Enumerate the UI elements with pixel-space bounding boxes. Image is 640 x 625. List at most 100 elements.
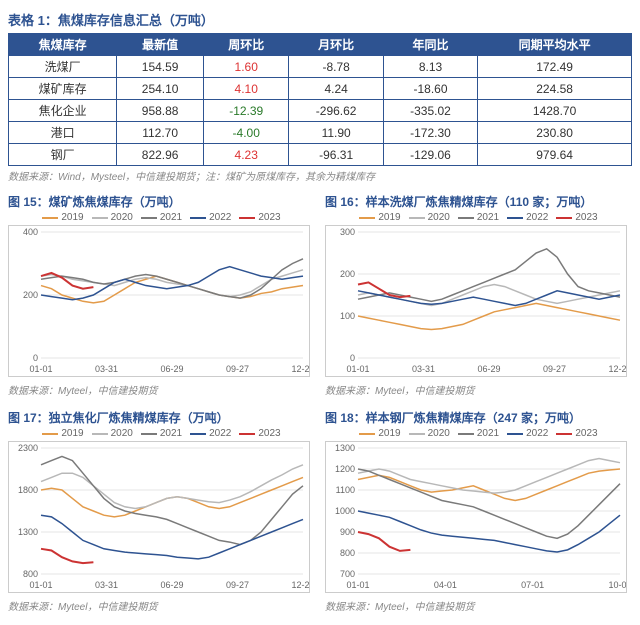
table-cell: -129.06	[383, 144, 477, 166]
legend-item: 2021	[141, 428, 182, 439]
svg-text:1100: 1100	[336, 485, 355, 495]
chart-title: 图 18：样本钢厂炼焦精煤库存（247 家；万吨）	[325, 409, 632, 426]
svg-text:06-29: 06-29	[160, 580, 183, 590]
legend-item: 2021	[141, 212, 182, 223]
chart-legend: 20192020202120222023	[325, 212, 632, 223]
chart-title: 图 15：煤矿炼焦煤库存（万吨）	[8, 193, 315, 210]
svg-text:200: 200	[23, 290, 38, 300]
row-label: 钢厂	[9, 144, 117, 166]
svg-text:03-31: 03-31	[412, 364, 435, 374]
svg-text:800: 800	[340, 548, 355, 558]
svg-text:10-01: 10-01	[608, 580, 627, 590]
table-cell: 4.10	[204, 78, 289, 100]
svg-text:06-29: 06-29	[160, 364, 183, 374]
legend-item: 2023	[556, 428, 597, 439]
table-row: 港口112.70-4.0011.90-172.30230.80	[9, 122, 632, 144]
svg-text:1300: 1300	[335, 443, 355, 453]
svg-text:200: 200	[340, 269, 355, 279]
table-header: 月环比	[289, 34, 383, 56]
table-cell: 224.58	[478, 78, 632, 100]
svg-text:06-29: 06-29	[477, 364, 500, 374]
chart-svg: 800 1300 1800 2300 01-01 03-31 06-29 09-27 12-26	[8, 441, 310, 593]
svg-text:09-27: 09-27	[226, 364, 249, 374]
chart-block: 图 18：样本钢厂炼焦精煤库存（247 家；万吨） 2019 2020 2021 202…	[325, 405, 632, 617]
svg-text:01-01: 01-01	[29, 580, 52, 590]
svg-text:01-01: 01-01	[346, 580, 369, 590]
table-cell: -172.30	[383, 122, 477, 144]
table-cell: 8.13	[383, 56, 477, 78]
legend-item: 2020	[92, 428, 133, 439]
svg-text:2300: 2300	[18, 443, 38, 453]
series-line	[41, 549, 93, 563]
series-line	[358, 469, 620, 538]
chart-note: 数据来源：Myteel，中信建投期货	[325, 598, 632, 613]
svg-text:03-31: 03-31	[95, 364, 118, 374]
legend-item: 2022	[190, 212, 231, 223]
svg-text:01-01: 01-01	[346, 364, 369, 374]
chart-svg: 700 800 900 1000 1100 1200 1300 01-01 04-01 07-01…	[325, 441, 627, 593]
table-cell: -4.00	[204, 122, 289, 144]
svg-text:100: 100	[340, 311, 355, 321]
legend-item: 2019	[42, 428, 83, 439]
table-row: 钢厂822.964.23-96.31-129.06979.64	[9, 144, 632, 166]
legend-item: 2019	[359, 212, 400, 223]
chart-title: 图 17：独立焦化厂炼焦精煤库存（万吨）	[8, 409, 315, 426]
table-cell: 979.64	[478, 144, 632, 166]
chart-note: 数据来源：Myteel，中信建投期货	[8, 598, 315, 613]
table-cell: 230.80	[478, 122, 632, 144]
table-cell: 254.10	[117, 78, 204, 100]
chart-block: 图 15：煤矿炼焦煤库存（万吨）201920202021202220230200…	[8, 189, 315, 401]
legend-item: 2020	[409, 428, 450, 439]
chart-legend: 20192020202120222023	[8, 428, 315, 439]
chart-svg: 020040001-0103-3106-2909-2712-26	[8, 225, 310, 377]
series-line	[358, 532, 410, 551]
series-line	[41, 465, 303, 509]
table-cell: -96.31	[289, 144, 383, 166]
chart-svg: 010020030001-0103-3106-2909-2712-26	[325, 225, 627, 377]
table-header: 焦煤库存	[9, 34, 117, 56]
svg-text:1300: 1300	[18, 527, 38, 537]
svg-text:12-26: 12-26	[291, 580, 310, 590]
svg-text:900: 900	[340, 527, 355, 537]
svg-text:03-31: 03-31	[95, 580, 118, 590]
svg-text:09-27: 09-27	[226, 580, 249, 590]
table-cell: -8.78	[289, 56, 383, 78]
series-line	[358, 511, 620, 552]
series-line	[358, 249, 620, 301]
table-title: 表格 1：焦煤库存信息汇总（万吨）	[8, 10, 632, 29]
row-label: 洗煤厂	[9, 56, 117, 78]
table-cell: -12.39	[204, 100, 289, 122]
table-cell: 822.96	[117, 144, 204, 166]
svg-text:700: 700	[340, 569, 355, 579]
table-cell: -18.60	[383, 78, 477, 100]
table-cell: 172.49	[478, 56, 632, 78]
svg-text:1800: 1800	[18, 485, 38, 495]
svg-text:0: 0	[350, 353, 355, 363]
chart-legend: 20192020202120222023	[325, 428, 632, 439]
svg-text:04-01: 04-01	[434, 580, 457, 590]
table-cell: -335.02	[383, 100, 477, 122]
svg-text:01-01: 01-01	[29, 364, 52, 374]
table-cell: 112.70	[117, 122, 204, 144]
svg-text:1200: 1200	[335, 464, 355, 474]
row-label: 港口	[9, 122, 117, 144]
svg-text:800: 800	[23, 569, 38, 579]
svg-text:1000: 1000	[335, 506, 355, 516]
svg-text:12-26: 12-26	[608, 364, 627, 374]
chart-legend: 20192020202120222023	[8, 212, 315, 223]
svg-text:12-26: 12-26	[291, 364, 310, 374]
table-cell: 11.90	[289, 122, 383, 144]
legend-item: 2022	[507, 212, 548, 223]
svg-text:07-01: 07-01	[521, 580, 544, 590]
legend-item: 2021	[458, 428, 499, 439]
table-header: 最新值	[117, 34, 204, 56]
table-cell: 1428.70	[478, 100, 632, 122]
table-row: 煤矿库存254.104.104.24-18.60224.58	[9, 78, 632, 100]
chart-block: 图 17：独立焦化厂炼焦精煤库存（万吨）20192020202120222023…	[8, 405, 315, 617]
legend-item: 2022	[190, 428, 231, 439]
legend-item: 2020	[92, 212, 133, 223]
chart-block: 图 16：样本洗煤厂炼焦精煤库存（110 家；万吨）20192020202120…	[325, 189, 632, 401]
table-row: 洗煤厂154.591.60-8.788.13172.49	[9, 56, 632, 78]
legend-item: 2019	[359, 428, 400, 439]
series-line	[41, 456, 303, 544]
